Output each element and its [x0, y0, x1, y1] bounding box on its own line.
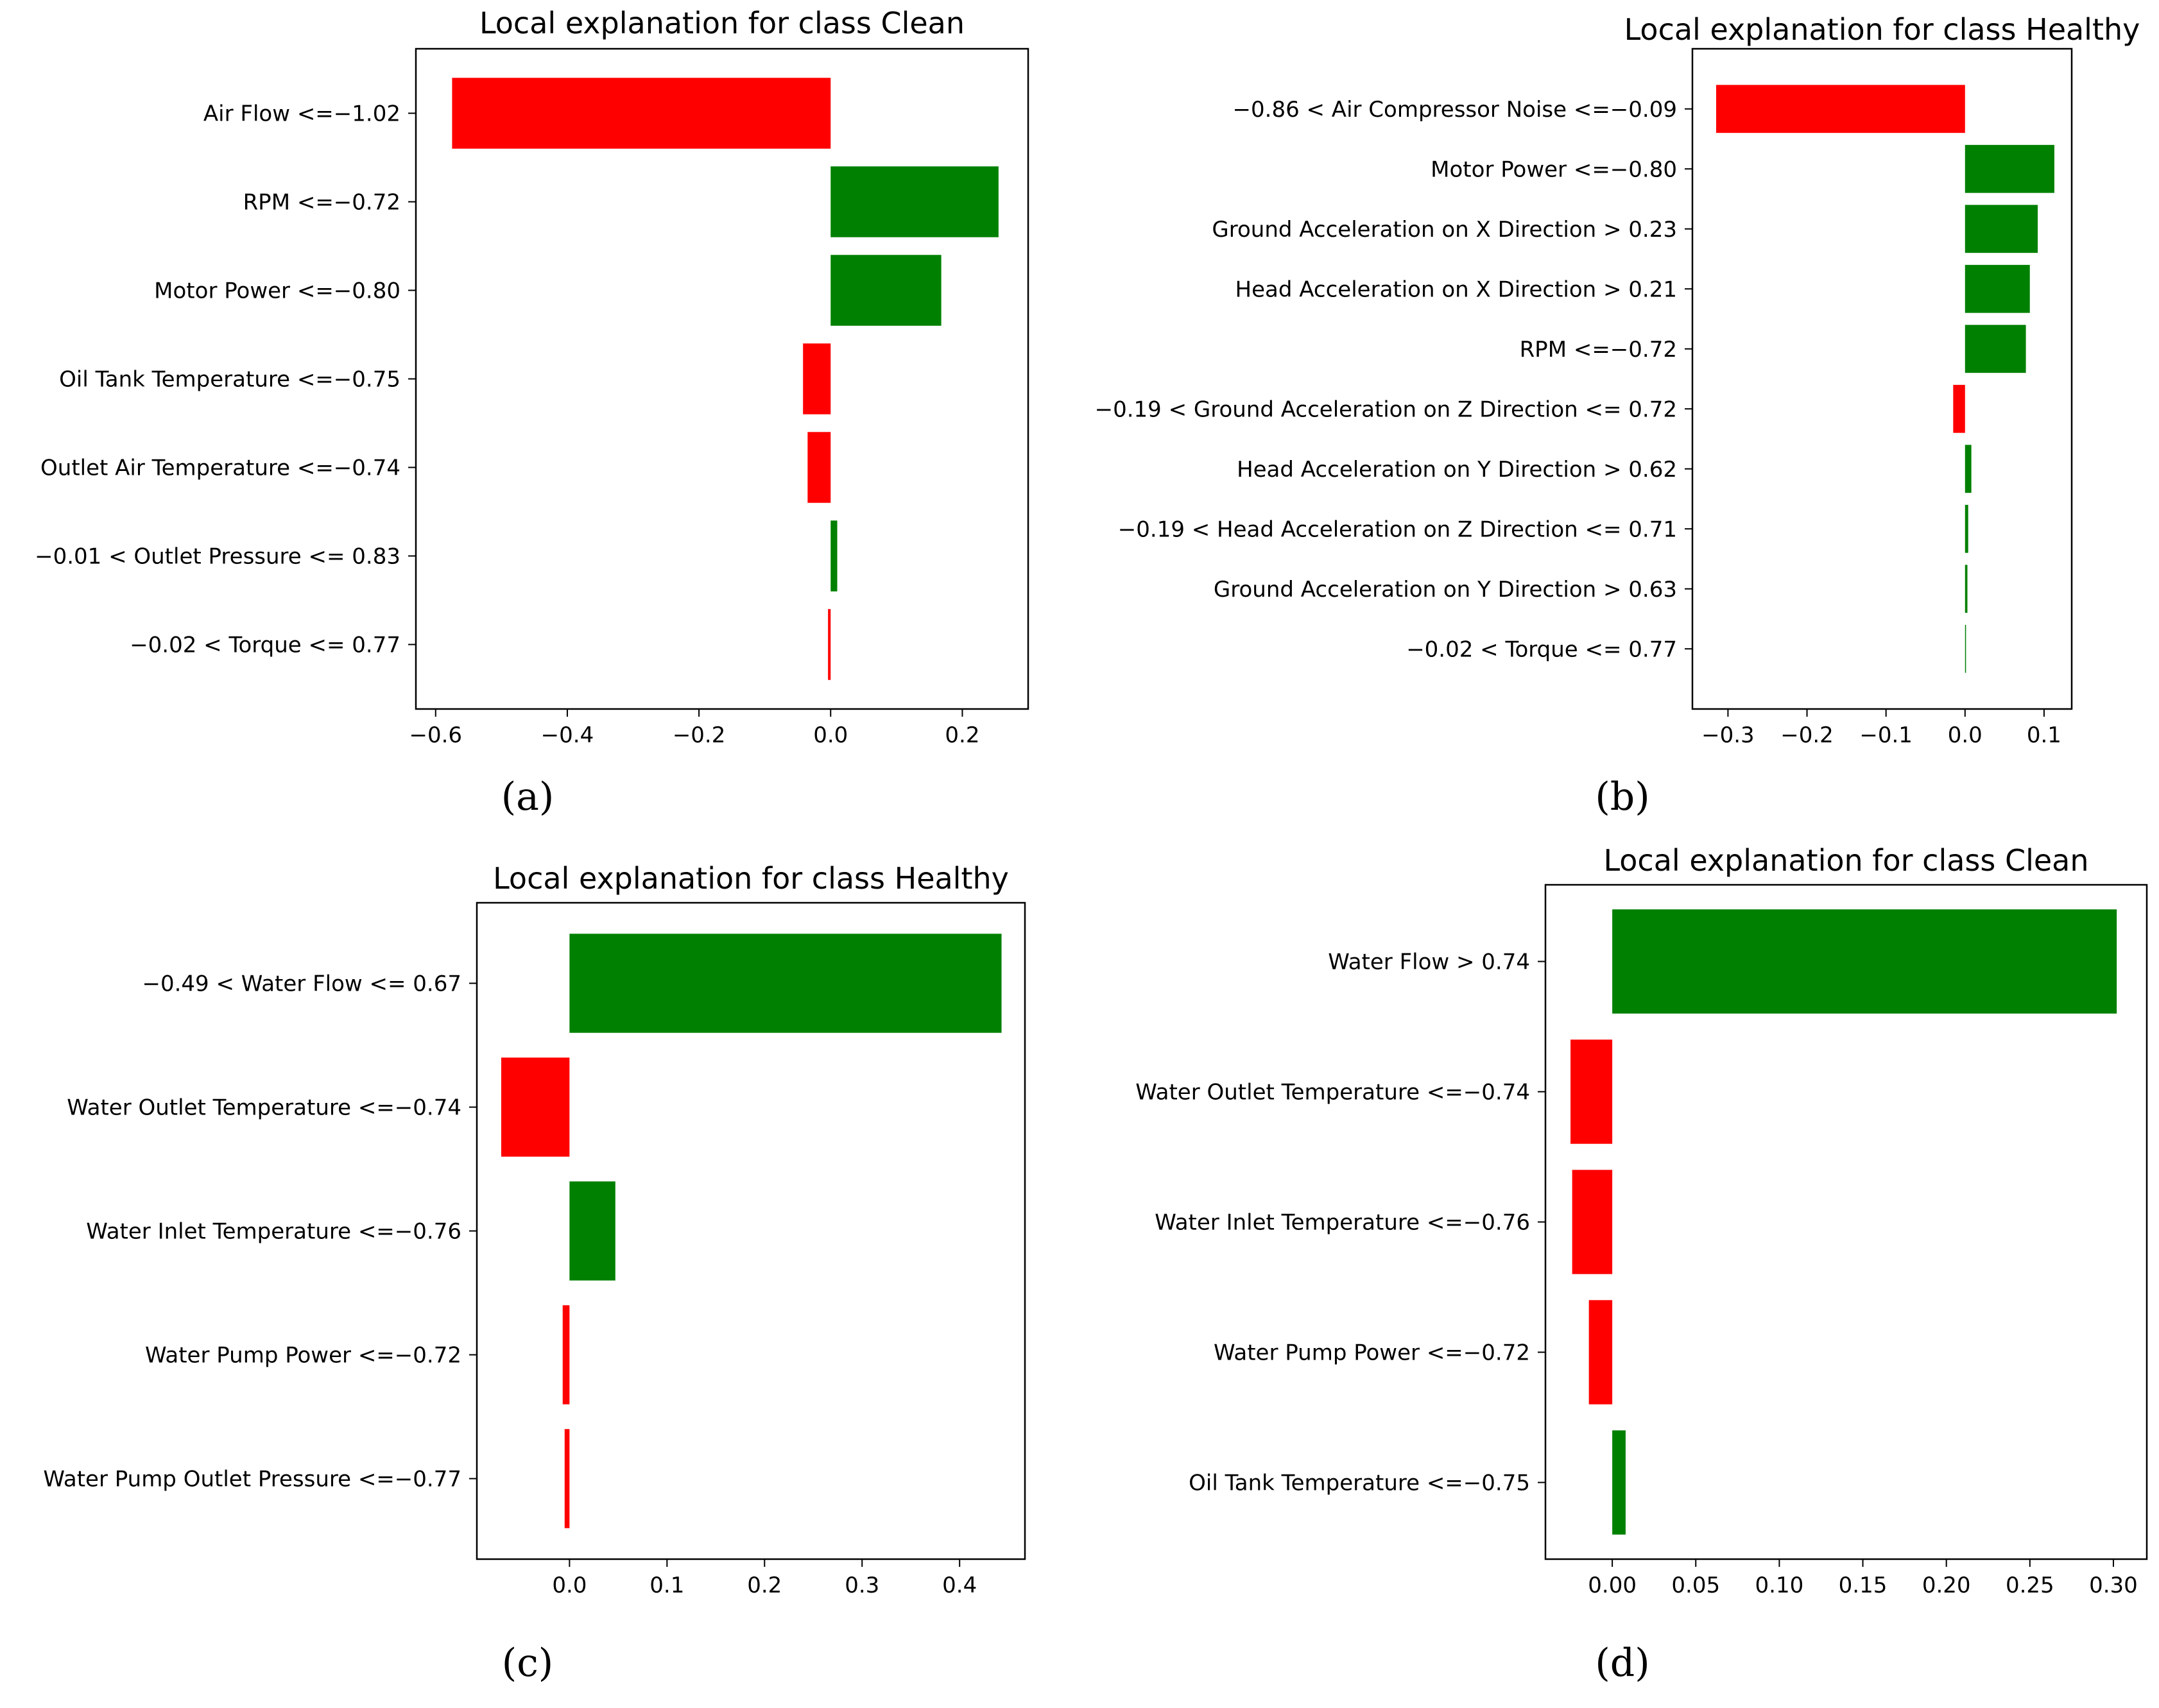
- x-tick-label: −0.2: [673, 722, 726, 748]
- bar-1: [1716, 85, 1965, 133]
- bar-1: [1612, 909, 2117, 1014]
- category-label: Water Pump Outlet Pressure <=−0.77: [43, 1467, 461, 1492]
- bar-5: [1612, 1430, 1626, 1535]
- category-label: −0.01 < Outlet Pressure <= 0.83: [35, 544, 400, 570]
- x-tick-label: −0.2: [1780, 722, 1834, 748]
- bar-1: [569, 934, 1002, 1033]
- bar-4: [1965, 264, 2030, 313]
- category-label: Water Pump Power <=−0.72: [145, 1343, 461, 1369]
- x-tick-label: −0.3: [1701, 722, 1755, 748]
- bar-1: [452, 78, 831, 149]
- category-label: Water Outlet Temperature <=−0.74: [1135, 1080, 1530, 1106]
- plot-frame: [1691, 47, 2073, 710]
- chart-title: Local explanation for class Clean: [1603, 843, 2088, 878]
- x-tick-label: −0.4: [541, 722, 594, 748]
- panel-label-b: (b): [1595, 774, 1649, 819]
- plot-frame: [476, 901, 1026, 1560]
- bar-4: [562, 1305, 570, 1405]
- bar-7: [828, 609, 831, 680]
- category-label: Ground Acceleration on X Direction > 0.2…: [1212, 217, 1677, 243]
- category-label: Outlet Air Temperature <=−0.74: [40, 456, 400, 481]
- bar-3: [1572, 1170, 1613, 1274]
- category-label: Water Pump Power <=−0.72: [1214, 1340, 1530, 1366]
- category-label: Water Inlet Temperature <=−0.76: [1155, 1210, 1530, 1236]
- category-label: Head Acceleration on X Direction > 0.21: [1235, 277, 1677, 302]
- x-tick-label: 0.0: [1948, 722, 1983, 748]
- plot-frame: [415, 47, 1029, 710]
- x-tick-label: 0.05: [1671, 1573, 1720, 1598]
- bar-2: [830, 166, 999, 237]
- bar-6: [830, 520, 838, 592]
- bar-2: [501, 1057, 570, 1157]
- category-label: RPM <=−0.72: [243, 190, 400, 216]
- category-label: −0.02 < Torque <= 0.77: [1406, 636, 1677, 662]
- category-label: −0.19 < Ground Acceleration on Z Directi…: [1095, 397, 1677, 422]
- x-tick-label: 0.20: [1922, 1573, 1971, 1598]
- bar-7: [1965, 445, 1972, 493]
- x-tick-label: −0.6: [409, 722, 462, 748]
- bar-6: [1953, 384, 1965, 433]
- chart-title: Local explanation for class Clean: [479, 6, 965, 40]
- category-label: Water Flow > 0.74: [1328, 950, 1530, 975]
- bar-8: [1965, 504, 1968, 553]
- category-label: RPM <=−0.72: [1520, 337, 1677, 363]
- x-tick-label: 0.00: [1588, 1573, 1637, 1598]
- panel-label-a: (a): [501, 774, 555, 819]
- chart-a: Local explanation for class Clean Air Flo…: [35, 6, 1029, 748]
- x-tick-label: 0.2: [747, 1573, 782, 1598]
- bar-5: [1965, 325, 2026, 373]
- category-label: Motor Power <=−0.80: [154, 278, 400, 304]
- bar-3: [830, 255, 942, 326]
- category-label: Motor Power <=−0.80: [1431, 157, 1677, 182]
- x-tick-label: 0.2: [945, 722, 979, 748]
- category-label: Oil Tank Temperature <=−0.75: [59, 367, 400, 393]
- category-label: Water Inlet Temperature <=−0.76: [86, 1219, 461, 1245]
- panel-label-c: (c): [502, 1641, 553, 1686]
- category-label: Water Outlet Temperature <=−0.74: [67, 1095, 461, 1121]
- x-tick-label: 0.3: [845, 1573, 879, 1598]
- bar-4: [803, 343, 831, 414]
- category-label: −0.49 < Water Flow <= 0.67: [142, 971, 461, 997]
- bar-4: [1588, 1300, 1613, 1405]
- chart-title: Local explanation for class Healthy: [493, 861, 1009, 896]
- x-tick-label: 0.4: [942, 1573, 977, 1598]
- category-label: Head Acceleration on Y Direction > 0.62: [1237, 457, 1677, 483]
- panel-label-d: (d): [1595, 1641, 1649, 1686]
- x-tick-label: 0.25: [2006, 1573, 2054, 1598]
- bar-5: [564, 1429, 570, 1528]
- x-tick-label: −0.1: [1859, 722, 1913, 748]
- x-tick-label: 0.10: [1755, 1573, 1804, 1598]
- bar-3: [569, 1181, 615, 1281]
- category-label: Oil Tank Temperature <=−0.75: [1189, 1471, 1530, 1496]
- category-label: −0.19 < Head Acceleration on Z Direction…: [1118, 517, 1677, 542]
- bar-5: [807, 432, 831, 503]
- bar-2: [1570, 1039, 1613, 1144]
- chart-b: Local explanation for class Healthy −0.86…: [1095, 12, 2140, 748]
- bar-3: [1965, 205, 2038, 253]
- x-tick-label: 0.30: [2089, 1573, 2138, 1598]
- category-label: −0.86 < Air Compressor Noise <=−0.09: [1233, 97, 1677, 123]
- chart-d: Local explanation for class Clean Water F…: [1135, 843, 2148, 1598]
- x-tick-label: 0.0: [813, 722, 848, 748]
- x-tick-label: 0.1: [2027, 722, 2061, 748]
- chart-title: Local explanation for class Healthy: [1624, 12, 2140, 47]
- x-tick-label: 0.15: [1839, 1573, 1888, 1598]
- chart-c: Local explanation for class Healthy −0.49…: [43, 861, 1026, 1598]
- bar-9: [1965, 565, 1968, 613]
- category-label: Air Flow <=−1.02: [203, 101, 400, 127]
- category-label: Ground Acceleration on Y Direction > 0.6…: [1214, 577, 1677, 602]
- plot-frame: [1544, 884, 2148, 1560]
- bar-2: [1965, 144, 2054, 193]
- x-tick-label: 0.0: [552, 1573, 587, 1598]
- category-label: −0.02 < Torque <= 0.77: [130, 633, 400, 658]
- x-tick-label: 0.1: [649, 1573, 684, 1598]
- bar-10: [1965, 624, 1966, 673]
